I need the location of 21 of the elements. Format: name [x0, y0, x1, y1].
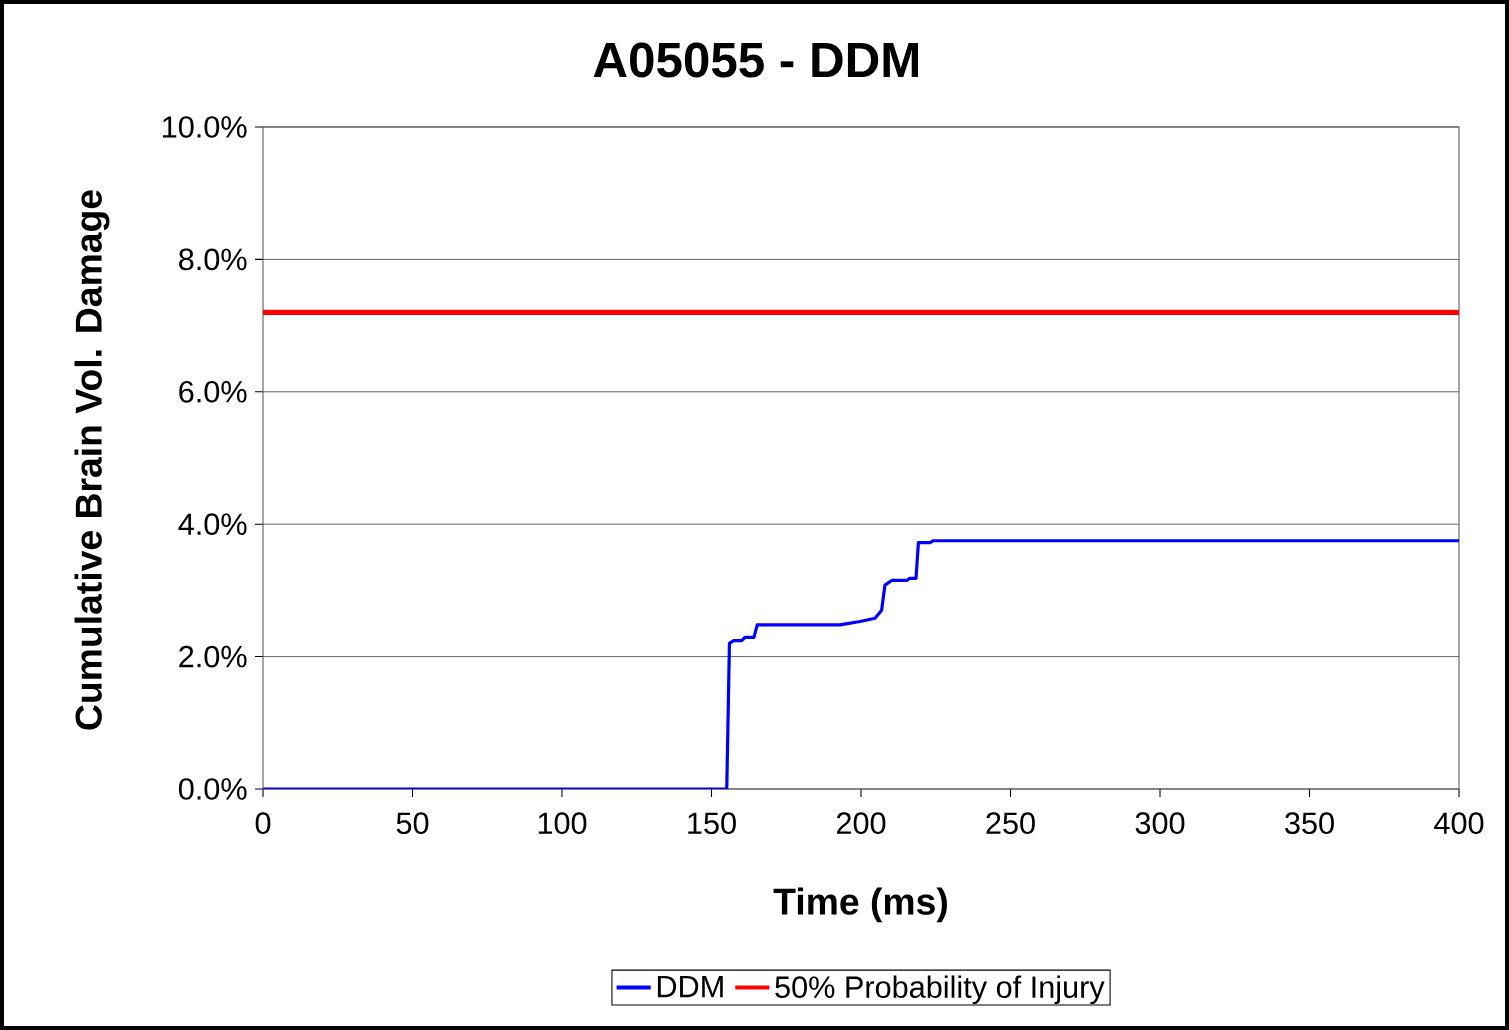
- y-tick-label: 0.0%: [178, 778, 247, 800]
- chart-title: A05055 - DDM: [593, 42, 919, 78]
- x-tick-label: 50: [396, 812, 429, 835]
- y-tick-label: 6.0%: [179, 380, 247, 403]
- x-tick-label: 100: [538, 812, 587, 835]
- x-tick-label: 400: [1434, 812, 1484, 835]
- legend-label: 50% Probability of Injury: [775, 975, 1105, 1005]
- x-tick-label: 200: [836, 812, 886, 835]
- line-series: [263, 539, 1460, 789]
- x-tick-label: 300: [1135, 812, 1185, 835]
- legend-label: DDM: [657, 976, 723, 998]
- y-tick-label: 2.0%: [179, 645, 247, 668]
- x-tick-label: 0: [255, 812, 271, 835]
- y-axis-title: Cumulative Brain Vol. Damage: [74, 190, 110, 730]
- x-axis-title: Time (ms): [773, 887, 947, 923]
- x-tick-label: 350: [1285, 812, 1334, 835]
- y-tick-label: 10.0%: [163, 116, 247, 138]
- x-tick-label: 150: [688, 812, 736, 835]
- y-tick-label: 8.0%: [179, 248, 247, 271]
- y-tick-label: 4.0%: [178, 513, 247, 536]
- x-tick-label: 250: [986, 812, 1035, 835]
